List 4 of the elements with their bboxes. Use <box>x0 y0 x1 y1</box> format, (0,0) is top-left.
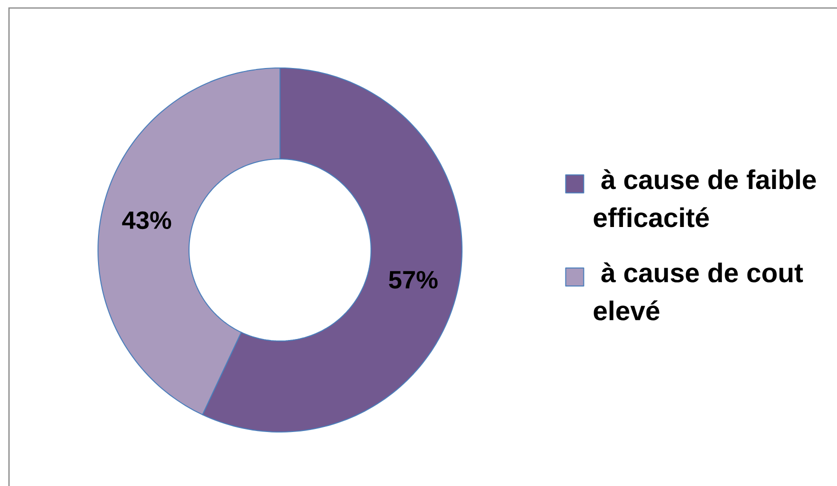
data-label: 43% <box>122 211 172 230</box>
legend-label: à cause de cout elevé <box>594 262 803 320</box>
legend-label: à cause de faible efficacité <box>594 169 816 228</box>
data-label: 57% <box>388 270 438 289</box>
